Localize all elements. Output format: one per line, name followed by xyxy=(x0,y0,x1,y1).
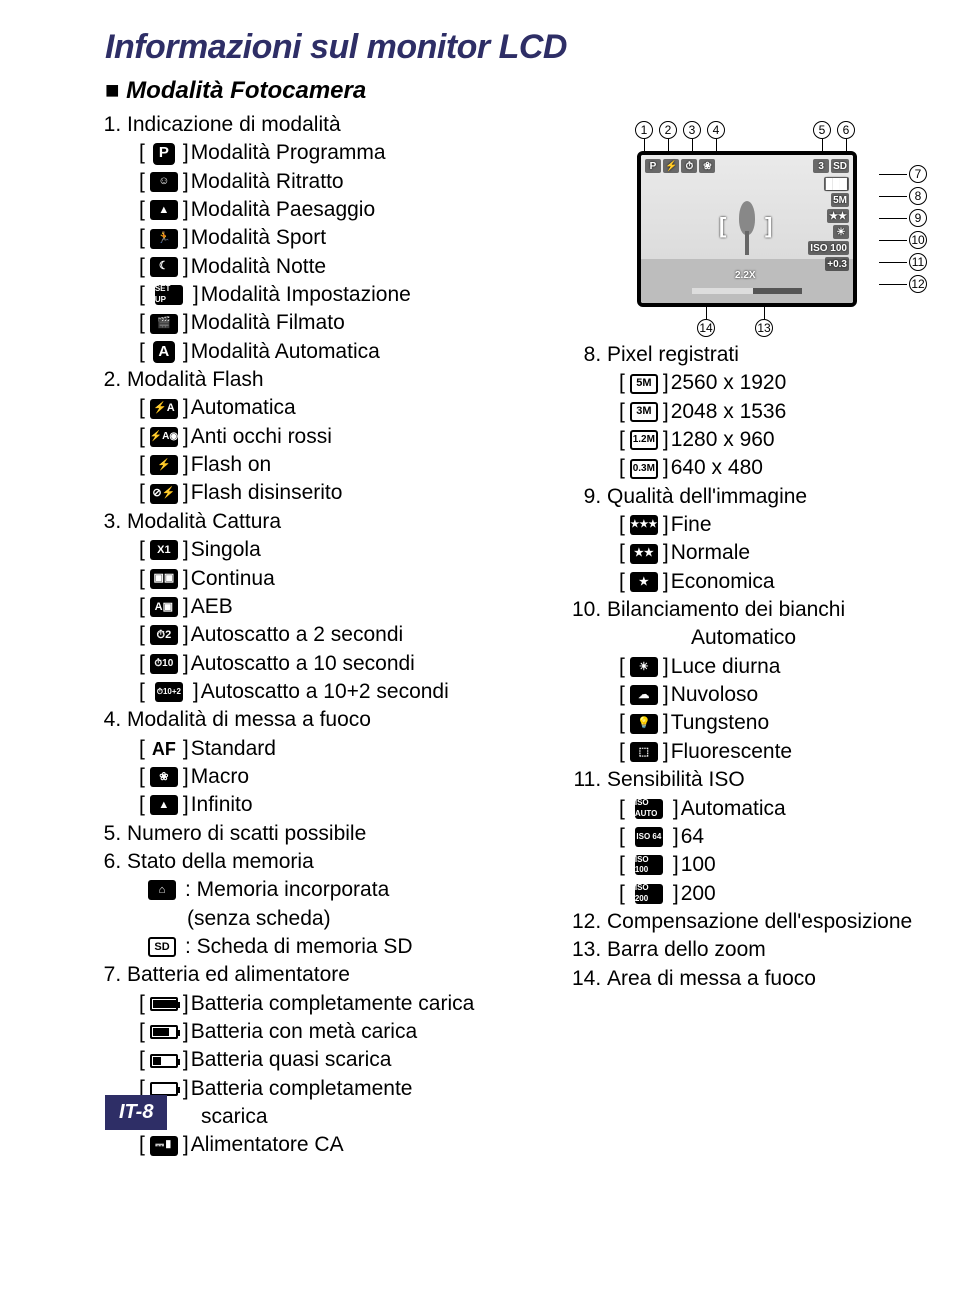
list-item: [★] Economica xyxy=(619,568,930,596)
callout-13: 13 xyxy=(755,319,773,337)
list-item: [☀] Luce diurna xyxy=(619,653,930,681)
section-7: Batteria ed alimentatore[] Batteria comp… xyxy=(127,961,585,1159)
section-13: Barra dello zoom xyxy=(607,936,930,964)
list-item: [⊘⚡] Flash disinserito xyxy=(139,479,585,507)
list-item: [💡] Tungsteno xyxy=(619,709,930,737)
list-item: [] Batteria completamente carica xyxy=(139,990,585,1018)
list-item: [] Batteria completamente xyxy=(139,1075,585,1103)
callout-7: 7 xyxy=(909,165,927,183)
list-item: [☁] Nuvoloso xyxy=(619,681,930,709)
list-item: [P] Modalità Programma xyxy=(139,139,585,167)
section-11: Sensibilità ISO[ISO AUTO] Automatica[ISO… xyxy=(607,766,930,908)
list-item: [☾] Modalità Notte xyxy=(139,253,585,281)
list-item: [★★★] Fine xyxy=(619,511,930,539)
list-item: [▲] Modalità Paesaggio xyxy=(139,196,585,224)
subheading: Modalità Fotocamera xyxy=(105,77,930,105)
callout-8: 8 xyxy=(909,187,927,205)
list-item: [A▣] AEB xyxy=(139,593,585,621)
overlay-top-left: P⚡⏱❀ xyxy=(645,159,715,173)
section-12: Compensazione dell'esposizione xyxy=(607,908,930,936)
callout-2: 2 xyxy=(659,121,677,139)
callout-6: 6 xyxy=(837,121,855,139)
column-right: 1 2 3 4 5 6 [ xyxy=(585,111,930,1160)
list-item: [⚡A◉] Anti occhi rossi xyxy=(139,423,585,451)
list-item: [▣▣] Continua xyxy=(139,565,585,593)
list-item: [SET UP] Modalità Impostazione xyxy=(139,281,585,309)
list-item: [X1] Singola xyxy=(139,536,585,564)
list-item: [🏃] Modalità Sport xyxy=(139,224,585,252)
list-item: [0.3M] 640 x 480 xyxy=(619,454,930,482)
callout-12: 12 xyxy=(909,275,927,293)
list-item: [⬚] Fluorescente xyxy=(619,738,930,766)
right-list: Pixel registrati[5M] 2560 x 1920[3M] 204… xyxy=(585,341,930,993)
list-item: [3M] 2048 x 1536 xyxy=(619,398,930,426)
list-item: [] Batteria quasi scarica xyxy=(139,1046,585,1074)
callouts-top-right: 5 6 xyxy=(813,121,855,139)
column-left: Indicazione di modalità[P] Modalità Prog… xyxy=(105,111,585,1160)
list-item: [A] Modalità Automatica xyxy=(139,338,585,366)
section-14: Area di messa a fuoco xyxy=(607,965,930,993)
columns: Indicazione di modalità[P] Modalità Prog… xyxy=(105,111,930,1160)
list-item: [ISO 100] 100 xyxy=(619,851,930,879)
focus-bracket-left: [ xyxy=(719,213,726,239)
section-3: Modalità Cattura[X1] Singola[▣▣] Continu… xyxy=(127,508,585,706)
zoom-text: 2.2X xyxy=(735,270,756,281)
list-item: [⏱10+2] Autoscatto a 10+2 secondi xyxy=(139,678,585,706)
section-5: Numero di scatti possibile xyxy=(127,820,585,848)
section-2: Modalità Flash[⚡A] Automatica[⚡A◉] Anti … xyxy=(127,366,585,508)
page-title: Informazioni sul monitor LCD xyxy=(105,28,930,67)
list-item: [ISO 64] 64 xyxy=(619,823,930,851)
lcd-diagram: 1 2 3 4 5 6 [ xyxy=(597,111,917,341)
section-8: Pixel registrati[5M] 2560 x 1920[3M] 204… xyxy=(607,341,930,483)
section-1: Indicazione di modalità[P] Modalità Prog… xyxy=(127,111,585,366)
list-item: [⏱2] Autoscatto a 2 secondi xyxy=(139,621,585,649)
overlay-top-right: 3SD xyxy=(813,159,849,173)
section-10: Bilanciamento dei bianchiAutomatico[☀] L… xyxy=(607,596,930,766)
list-item: [★★] Normale xyxy=(619,539,930,567)
callout-9: 9 xyxy=(909,209,927,227)
focus-bracket-right: ] xyxy=(765,213,772,239)
list-item: [❀] Macro xyxy=(139,763,585,791)
list-item: [⏱10] Autoscatto a 10 secondi xyxy=(139,650,585,678)
callout-5: 5 xyxy=(813,121,831,139)
list-item: [5M] 2560 x 1920 xyxy=(619,369,930,397)
left-list: Indicazione di modalità[P] Modalità Prog… xyxy=(105,111,585,1160)
callout-1: 1 xyxy=(635,121,653,139)
list-item: [⎓▮] Alimentatore CA xyxy=(139,1131,585,1159)
page-footer: IT-8 xyxy=(105,1095,167,1130)
list-item: [ISO 200] 200 xyxy=(619,880,930,908)
list-item: [▲] Infinito xyxy=(139,791,585,819)
callout-4: 4 xyxy=(707,121,725,139)
list-item: [ISO AUTO] Automatica xyxy=(619,795,930,823)
section-4: Modalità di messa a fuoco[AF] Standard[❀… xyxy=(127,706,585,819)
list-item: [☺] Modalità Ritratto xyxy=(139,168,585,196)
list-item: [] Batteria con metà carica xyxy=(139,1018,585,1046)
overlay-right: ███ 5M ★★ ☀ ISO 100 +0.3 xyxy=(808,177,849,271)
zoom-bar xyxy=(692,286,802,297)
section-6: Stato della memoria⌂ : Memoria incorpora… xyxy=(127,848,585,961)
list-item: [🎬] Modalità Filmato xyxy=(139,309,585,337)
list-item: [1.2M] 1280 x 960 xyxy=(619,426,930,454)
callouts-top-left: 1 2 3 4 xyxy=(635,121,725,139)
section-9: Qualità dell'immagine[★★★] Fine[★★] Norm… xyxy=(607,483,930,596)
callout-10: 10 xyxy=(909,231,927,249)
list-item: [⚡] Flash on xyxy=(139,451,585,479)
callout-3: 3 xyxy=(683,121,701,139)
tree-icon xyxy=(737,201,757,255)
list-item: [AF] Standard xyxy=(139,735,585,763)
callouts-bottom: 14 13 xyxy=(697,319,773,337)
lcd-screen: [ ] P⚡⏱❀ 3SD ███ 5M ★★ ☀ ISO 100 +0.3 xyxy=(637,151,857,307)
callout-11: 11 xyxy=(909,253,927,271)
list-item: [⚡A] Automatica xyxy=(139,394,585,422)
callouts-right: 7 8 9 10 11 12 xyxy=(909,165,927,293)
callout-14: 14 xyxy=(697,319,715,337)
